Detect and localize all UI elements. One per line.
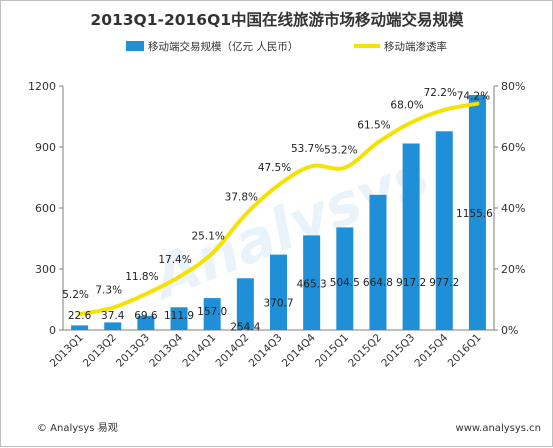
left-axis-ticks: 0 300 600 900 1200: [28, 80, 63, 337]
percentage-label: 47.5%: [258, 162, 291, 174]
right-tick-label: 0%: [501, 324, 518, 337]
category-label: 2013Q4: [147, 331, 185, 369]
category-label: 2013Q2: [81, 332, 119, 370]
bar-value-label: 254.4: [230, 321, 260, 333]
percentage-label: 17.4%: [158, 254, 191, 266]
percentage-label: 53.7%: [291, 143, 324, 155]
percentage-label: 7.3%: [95, 285, 122, 297]
percentage-label: 72.2%: [424, 87, 457, 99]
footer-copyright: © Analysys 易观: [37, 422, 118, 434]
legend-bar-label: 移动端交易规模（亿元 人民币）: [148, 40, 298, 53]
left-tick-label: 1200: [28, 80, 56, 93]
left-tick-label: 0: [49, 324, 56, 337]
category-labels: 2013Q12013Q22013Q32013Q42014Q12014Q22014…: [48, 331, 484, 369]
category-label: 2016Q1: [446, 332, 484, 370]
bar: [104, 322, 121, 330]
bar: [436, 131, 453, 330]
category-label: 2015Q2: [346, 332, 384, 370]
bar: [71, 325, 88, 330]
category-label: 2014Q2: [214, 332, 252, 370]
left-tick-label: 900: [35, 141, 56, 154]
bar: [403, 144, 420, 330]
category-label: 2014Q4: [280, 331, 318, 369]
bar-value-label: 22.6: [68, 310, 92, 322]
bar-value-label: 504.5: [330, 277, 360, 289]
bar-value-label: 465.3: [297, 278, 327, 290]
category-label: 2014Q3: [247, 332, 285, 370]
right-tick-label: 20%: [501, 263, 525, 276]
percentage-label: 37.8%: [225, 192, 258, 204]
bar-value-label: 157.0: [197, 306, 227, 318]
bar-value-label: 664.8: [363, 277, 393, 289]
category-label: 2013Q3: [114, 332, 152, 370]
percentage-label: 5.2%: [62, 289, 89, 301]
bar-value-label: 977.2: [429, 277, 459, 289]
percentage-label: 53.2%: [324, 145, 357, 157]
bar-value-label: 37.4: [101, 310, 125, 322]
left-tick-label: 600: [35, 202, 56, 215]
category-label: 2013Q1: [48, 332, 86, 370]
left-tick-label: 300: [35, 263, 56, 276]
percentage-label: 68.0%: [390, 100, 423, 112]
legend-bar-swatch: [126, 41, 144, 51]
category-label: 2014Q1: [180, 332, 218, 370]
footer-url: www.analysys.cn: [456, 423, 541, 434]
legend-line-label: 移动端渗透率: [384, 40, 447, 53]
right-tick-label: 80%: [501, 80, 525, 93]
percentage-label: 11.8%: [125, 271, 158, 283]
bar-value-label: 917.2: [396, 277, 426, 289]
right-axis-ticks: 0% 20% 40% 60% 80%: [494, 80, 525, 337]
bar-value-label: 370.7: [263, 298, 293, 310]
category-label: 2015Q4: [412, 331, 450, 369]
bar-value-label: 111.9: [164, 310, 194, 322]
legend: 移动端交易规模（亿元 人民币） 移动端渗透率: [126, 40, 447, 53]
bar: [369, 195, 386, 330]
percentage-label: 74.2%: [457, 91, 490, 103]
right-tick-label: 40%: [501, 202, 525, 215]
category-label: 2015Q3: [379, 332, 417, 370]
right-tick-label: 60%: [501, 141, 525, 154]
bar-value-label: 1155.6: [456, 208, 493, 220]
chart-title: 2013Q1-2016Q1中国在线旅游市场移动端交易规模: [90, 10, 464, 29]
percentage-label: 61.5%: [357, 119, 390, 131]
percentage-label: 25.1%: [192, 230, 225, 242]
bar: [270, 255, 287, 330]
category-label: 2015Q1: [313, 332, 351, 370]
bar-value-label: 69.6: [134, 310, 158, 322]
